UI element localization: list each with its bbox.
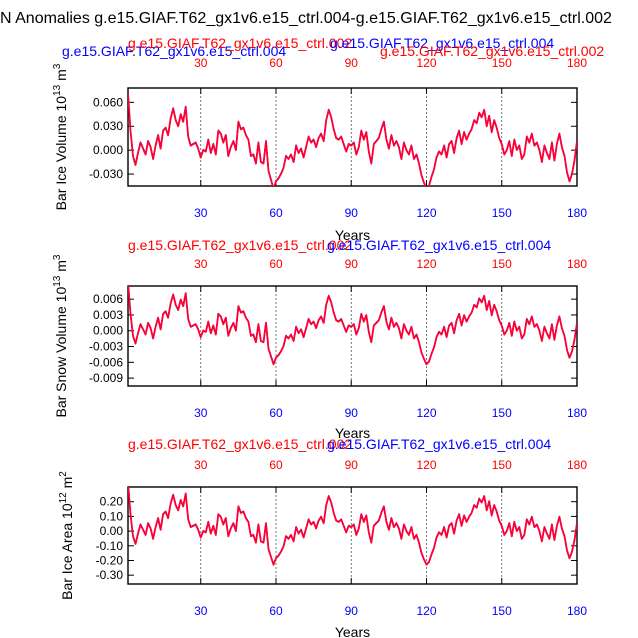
x-tick-label-bottom: 150 (492, 206, 512, 220)
x-tick-label-bottom: 150 (492, 406, 512, 420)
plot-frame (127, 87, 578, 187)
y-tick-label: -0.003 (89, 340, 123, 354)
plot-frame (127, 486, 578, 585)
y-axis-label-text: Bar Snow Volume 10 (53, 287, 69, 418)
x-tick-label-top: 90 (345, 257, 359, 271)
y-axis-label-unit: m (59, 477, 75, 493)
x-tick-label-top: 150 (492, 257, 512, 271)
y-tick-label: -0.30 (96, 568, 124, 582)
x-tick-label-top: 180 (567, 257, 587, 271)
y-tick-label: 0.003 (93, 308, 123, 322)
y-axis-label-exp: 12 (58, 492, 69, 504)
x-axis-label: Years (335, 624, 370, 638)
x-tick-label-bottom: 90 (345, 206, 359, 220)
legend-left-over: g.e15.GIAF.T62_gx1v6.e15_ctrl.002 (128, 35, 352, 51)
legend-right: g.e15.GIAF.T62_gx1v6.e15_ctrl.004 (327, 436, 551, 452)
x-tick-label-bottom: 180 (567, 406, 587, 420)
x-tick-label-top: 30 (194, 56, 208, 70)
x-tick-label-bottom: 150 (492, 604, 512, 618)
x-tick-label-top: 30 (194, 257, 208, 271)
y-tick-label: 0.030 (93, 119, 123, 133)
series-line-ctrl-002 (128, 286, 577, 366)
x-tick-label-top: 90 (345, 56, 359, 70)
x-tick-label-bottom: 120 (416, 206, 436, 220)
legend-mid-over: g.e15.GIAF.T62_gx1v6.e15_ctrl.004 (330, 35, 554, 51)
x-tick-label-bottom: 30 (194, 604, 208, 618)
x-tick-label-bottom: 180 (567, 604, 587, 618)
x-tick-label-bottom: 120 (416, 406, 436, 420)
y-tick-label: 0.006 (93, 292, 123, 306)
x-axis-label: Years (335, 425, 370, 441)
legend-left: g.e15.GIAF.T62_gx1v6.e15_ctrl.004 (62, 43, 286, 59)
panel-2: 0.006 0.003 0.000 -0.003-0.006 -0.009 30 30 60 6… (52, 237, 587, 441)
x-tick-label-top: 150 (492, 56, 512, 70)
legend-left: g.e15.GIAF.T62_gx1v6.e15_ctrl.002 (128, 237, 352, 253)
y-axis-label-unit-exp: 3 (52, 63, 63, 69)
x-tick-label-top: 120 (416, 458, 436, 472)
figure-title: N Anomalies g.e15.GIAF.T62_gx1v6.e15_ctr… (0, 10, 612, 27)
x-tick-label-bottom: 60 (269, 406, 283, 420)
x-tick-label-bottom: 30 (194, 406, 208, 420)
x-axis-label: Years (335, 227, 370, 243)
x-tick-label-bottom: 90 (345, 604, 359, 618)
x-tick-label-top: 120 (416, 56, 436, 70)
legend-right: g.e15.GIAF.T62_gx1v6.e15_ctrl.002 (380, 43, 604, 59)
y-tick-label: 0.10 (100, 509, 124, 523)
y-axis-label-unit: m (53, 260, 69, 276)
y-tick-label: 0.20 (100, 495, 124, 509)
y-tick-label: 0.000 (93, 143, 123, 157)
y-tick-label: -0.030 (89, 167, 123, 181)
y-axis-label: Bar Snow Volume 1013 m3 (52, 254, 69, 417)
y-axis-label-exp: 13 (52, 84, 63, 96)
y-tick-label: -0.006 (89, 355, 123, 369)
y-axis-label-unit-exp: 3 (52, 254, 63, 260)
legend-right: g.e15.GIAF.T62_gx1v6.e15_ctrl.004 (327, 237, 551, 253)
y-axis-label-exp: 13 (52, 275, 63, 287)
x-tick-label-top: 60 (269, 257, 283, 271)
plot-frame (127, 285, 578, 387)
panels: 0.060 0.030 0.000 -0.030 30 30 60 60 90 90 120 120 1… (52, 35, 604, 638)
x-tick-label-bottom: 120 (416, 604, 436, 618)
panel-3: 0.200.100.00-0.10-0.20-0.30 30 30 60 60 90 90 1… (58, 436, 587, 638)
series-line-ctrl-002 (128, 93, 577, 186)
x-tick-label-bottom: 180 (567, 206, 587, 220)
y-axis-label-text: Bar Ice Area 10 (59, 503, 75, 600)
y-axis-label-unit: m (53, 69, 69, 85)
y-tick-label: 0.00 (100, 524, 124, 538)
y-axis-label-text: Bar Ice Volume 10 (53, 96, 69, 211)
x-tick-label-top: 60 (269, 56, 283, 70)
y-tick-label: -0.009 (89, 371, 123, 385)
x-tick-label-top: 120 (416, 257, 436, 271)
x-tick-label-top: 180 (567, 458, 587, 472)
y-tick-label: -0.20 (96, 553, 124, 567)
x-tick-label-top: 30 (194, 458, 208, 472)
panel-1: 0.060 0.030 0.000 -0.030 30 30 60 60 90 90 120 120 1… (52, 35, 604, 243)
x-tick-label-top: 90 (345, 458, 359, 472)
y-axis-label: Bar Ice Area 1012 m2 (58, 471, 75, 600)
y-tick-label: 0.000 (93, 324, 123, 338)
x-tick-label-bottom: 90 (345, 406, 359, 420)
y-axis-label: Bar Ice Volume 1013 m3 (52, 63, 69, 210)
x-tick-label-bottom: 60 (269, 206, 283, 220)
y-axis-label-unit-exp: 2 (58, 471, 69, 477)
x-tick-label-top: 150 (492, 458, 512, 472)
x-tick-label-top: 180 (567, 56, 587, 70)
y-tick-label: 0.060 (93, 95, 123, 109)
legend-left: g.e15.GIAF.T62_gx1v6.e15_ctrl.002 (128, 436, 352, 452)
y-tick-label: -0.10 (96, 539, 124, 553)
x-tick-label-bottom: 30 (194, 206, 208, 220)
series-line-ctrl-002 (128, 487, 577, 566)
x-tick-label-bottom: 60 (269, 604, 283, 618)
x-tick-label-top: 60 (269, 458, 283, 472)
